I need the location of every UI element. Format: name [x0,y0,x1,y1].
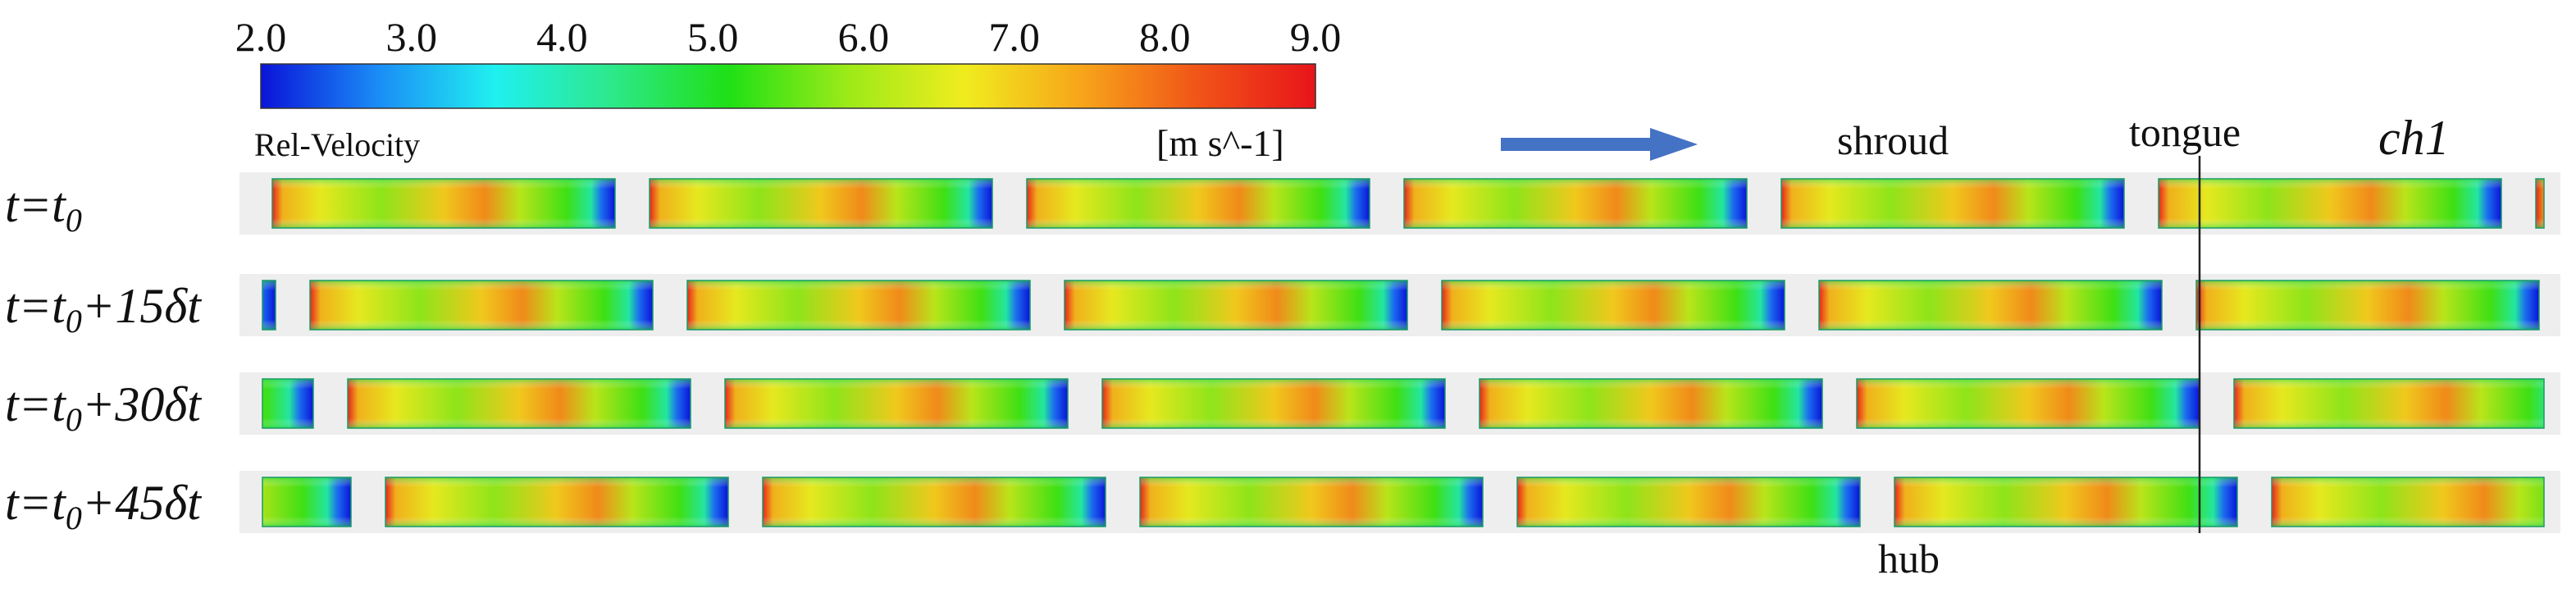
passage-contour [1027,179,1370,228]
passage-contour [348,379,691,428]
passage-outline [2535,178,2545,229]
tongue-label: tongue [2129,109,2241,155]
passage-contour [1819,281,2162,330]
passage-contour [262,477,351,527]
colorbar: 2.0 3.0 4.0 5.0 6.0 7.0 8.0 9.0 Rel-Velocity [m… [235,14,1342,164]
colorbar-title: Rel-Velocity [254,126,420,163]
passage-outline [724,378,1069,429]
colorbar-tick: 2.0 [235,14,287,60]
passage-outline [309,280,654,331]
contour-strips [239,172,2560,533]
passage-contour [1442,281,1785,330]
passage-outline [385,477,729,527]
flow-direction-arrow [1501,128,1698,161]
passage-outline [1403,178,1748,229]
colorbar-tick: 4.0 [536,14,588,60]
passage-contour [1857,379,2200,428]
passage-outline [649,178,993,229]
passage-outline [262,280,276,331]
passage-contour [2196,281,2539,330]
time-label-row-2: t=t0+15δt [5,279,202,340]
passage-outline [1479,378,1823,429]
colorbar-ticks: 2.0 3.0 4.0 5.0 6.0 7.0 8.0 9.0 [235,14,1342,60]
passage-contour [1102,379,1445,428]
passage-outline [347,378,691,429]
passage-contour [650,179,992,228]
passage-contour [310,281,653,330]
passage-outline [686,280,1031,331]
passage-outline [1780,178,2125,229]
passage-outline [762,477,1106,527]
shroud-label: shroud [1837,117,1949,163]
colorbar-tick: 3.0 [385,14,437,60]
passage-outline [2195,280,2540,331]
passage-contour [262,281,276,330]
passage-outline [1818,280,2163,331]
time-label-row-3: t=t0+30δt [5,377,202,438]
colorbar-tick: 7.0 [988,14,1040,60]
channel-label: ch1 [2378,111,2450,165]
passage-outline [1026,178,1370,229]
passage-outline [2158,178,2502,229]
passage-outline [1139,477,1484,527]
passage-contour [2272,477,2544,527]
passage-outline [1101,378,1446,429]
passage-outline [271,178,616,229]
passage-contour [1781,179,2124,228]
colorbar-units: [m s^-1] [1156,122,1284,164]
passage-outline [262,477,352,527]
passage-contour [385,477,728,527]
passage-outline [262,378,314,429]
passage-contour [2234,379,2544,428]
colorbar-tick: 8.0 [1139,14,1191,60]
colorbar-bar [260,63,1316,109]
passage-outline [2233,378,2545,429]
time-label-row-4: t=t0+45δt [5,476,202,536]
time-labels: t=t0 t=t0+15δt t=t0+30δt t=t0+45δt [5,178,202,536]
passage-outline [1441,280,1785,331]
passage-contour [1065,281,1407,330]
passage-contour [687,281,1030,330]
passage-contour [1479,379,1822,428]
colorbar-tick: 6.0 [838,14,890,60]
hub-label: hub [1878,536,1940,582]
colorbar-tick: 5.0 [687,14,739,60]
passage-contour [2159,179,2501,228]
passage-outline [1064,280,1408,331]
passage-outline [1894,477,2238,527]
passage-contour [763,477,1106,527]
passage-contour [725,379,1068,428]
passage-contour [272,179,615,228]
colorbar-tick: 9.0 [1290,14,1342,60]
passage-contour [2536,179,2544,228]
passage-contour [262,379,313,428]
passage-outline [2271,477,2545,527]
passage-contour [1140,477,1483,527]
passage-contour [1404,179,1747,228]
passage-contour [1894,477,2237,527]
time-label-row-1: t=t0 [5,178,82,239]
passage-contour [1517,477,1860,527]
passage-outline [1516,477,1861,527]
